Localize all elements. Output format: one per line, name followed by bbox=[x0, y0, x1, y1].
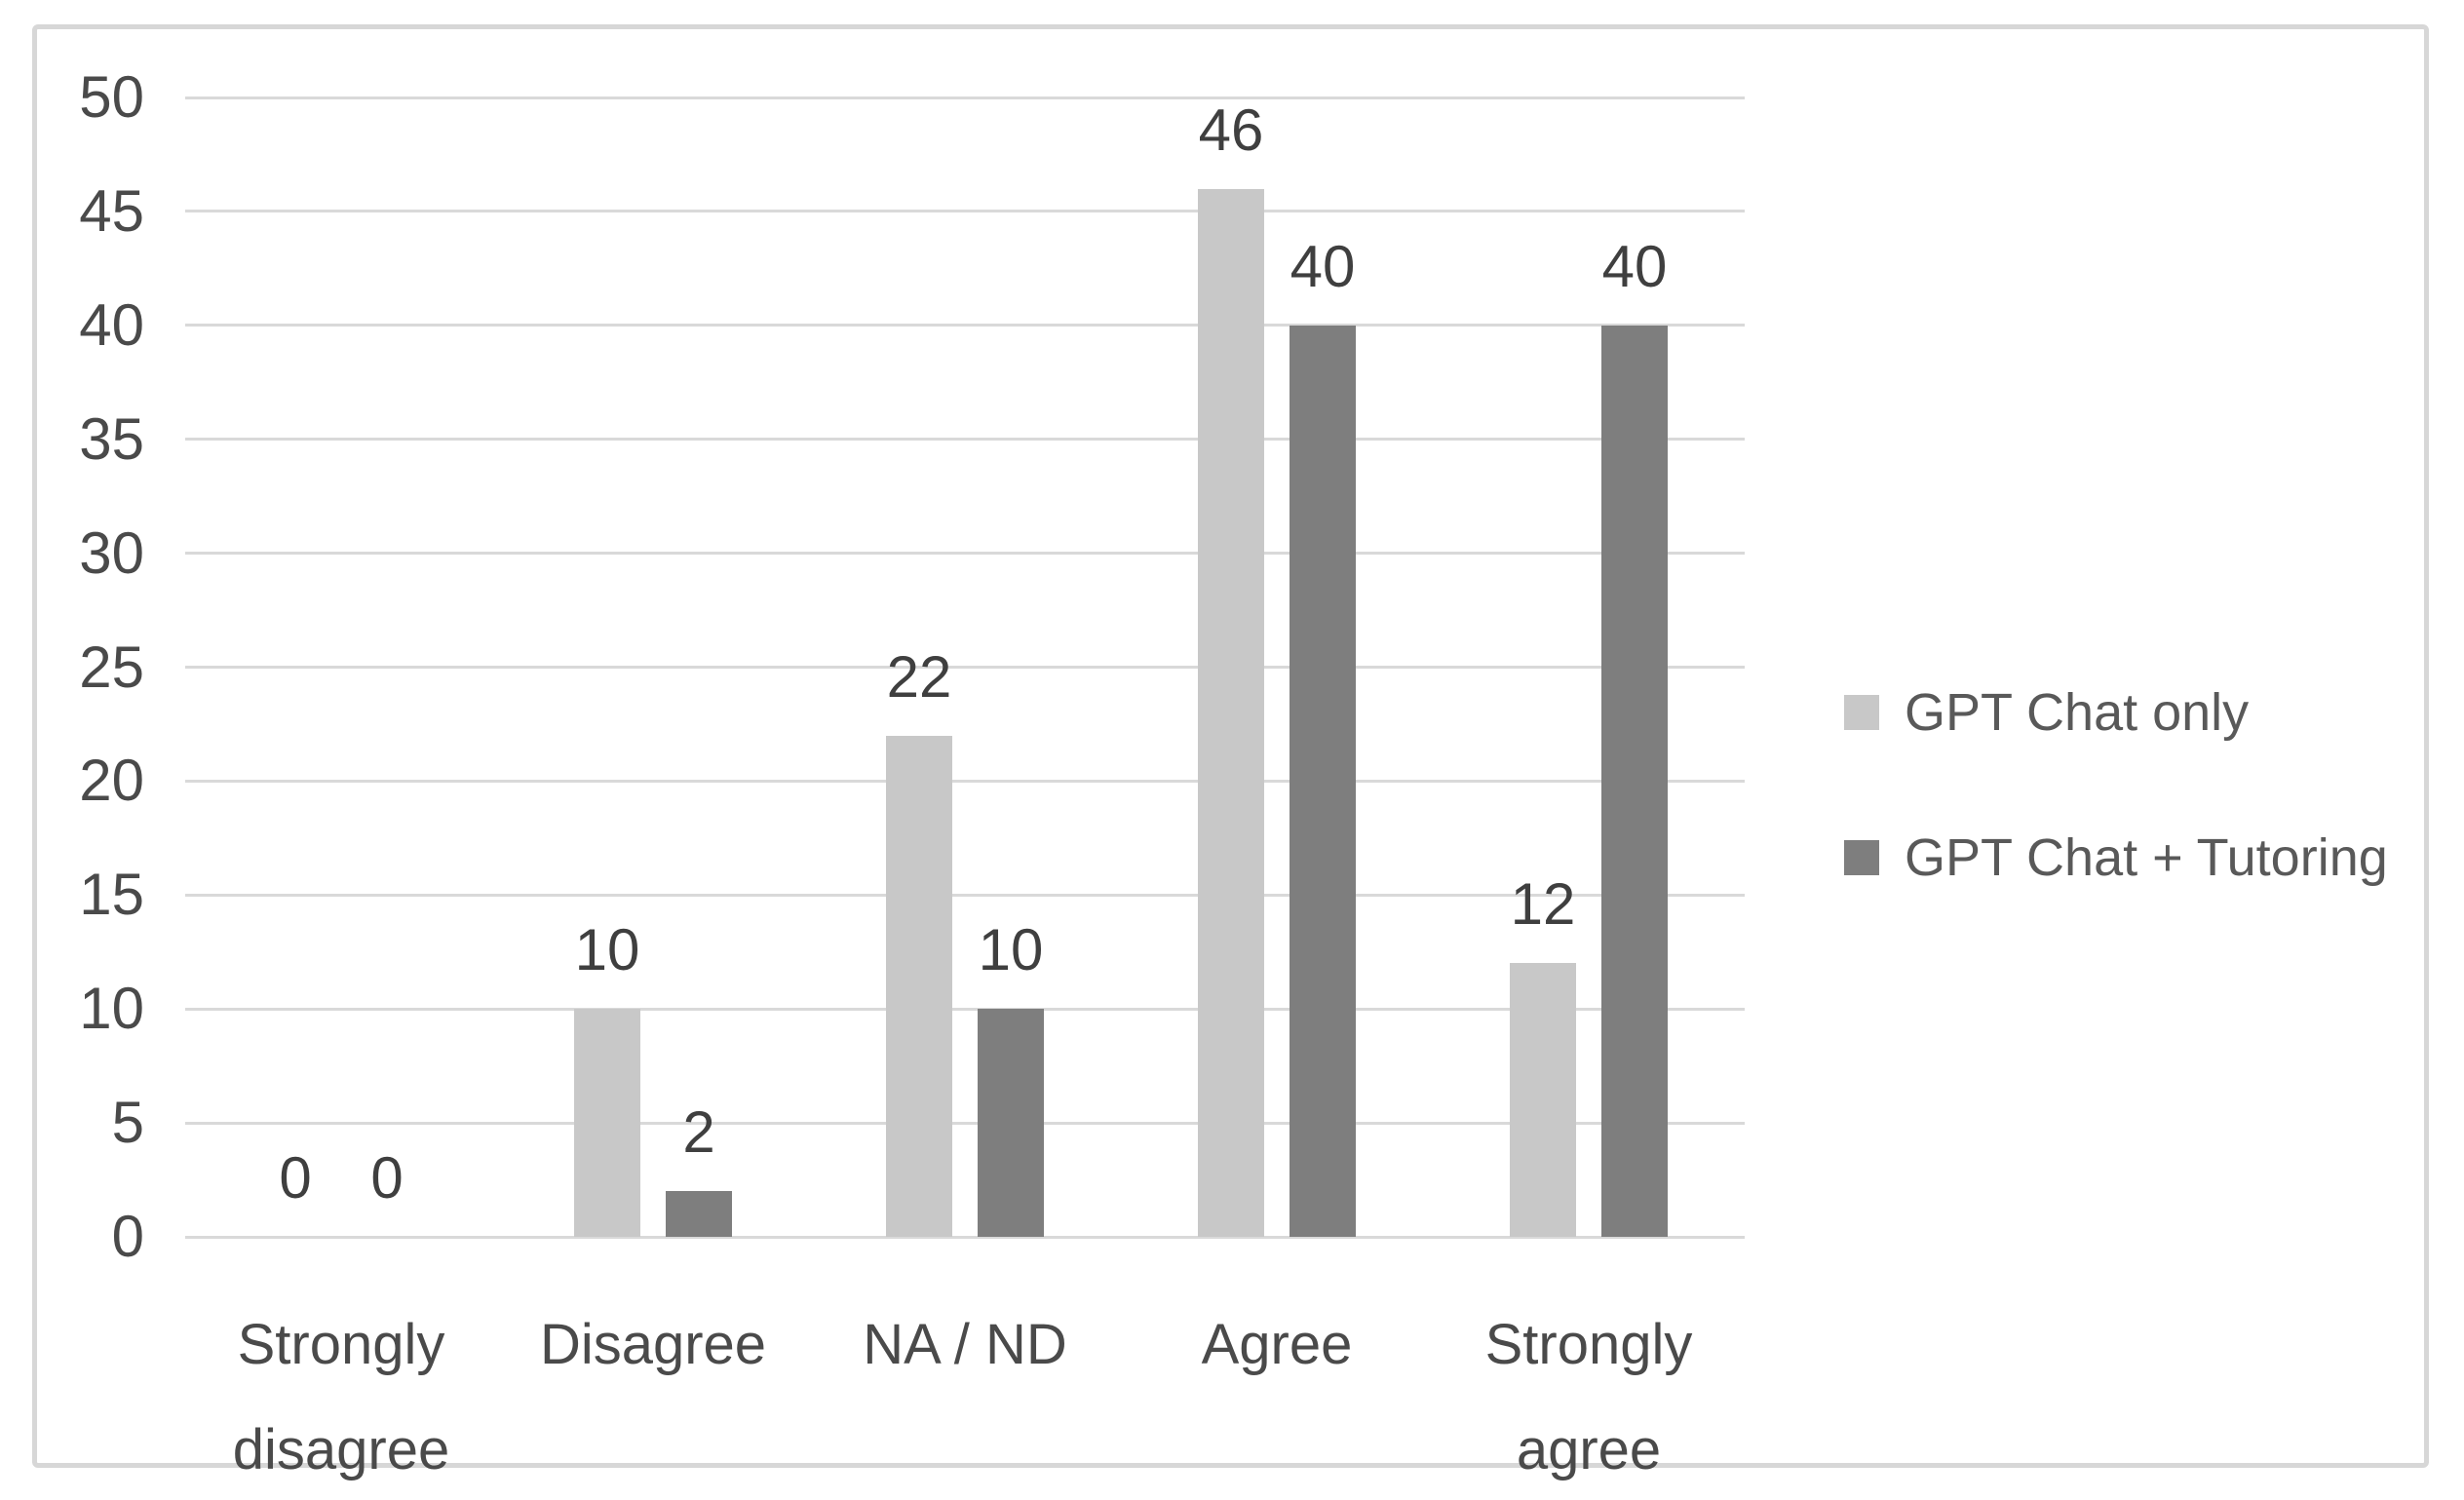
gridline-y-0 bbox=[185, 1235, 1745, 1239]
data-label-gpt-chat-only-strongly-disagree: 0 bbox=[279, 1145, 312, 1211]
legend-item-gpt-chat-only: GPT Chat only bbox=[1844, 682, 2249, 743]
x-category-label-na-nd: NA / ND bbox=[799, 1292, 1131, 1398]
data-label-gpt-chat-only-disagree: 10 bbox=[574, 917, 640, 983]
gridline-y-5 bbox=[185, 1121, 1745, 1125]
x-category-label-agree: Agree bbox=[1111, 1292, 1443, 1398]
data-label-gpt-chat-tutoring-strongly-disagree: 0 bbox=[370, 1145, 404, 1211]
y-tick-label-20: 20 bbox=[79, 748, 144, 814]
legend-swatch-gpt-chat-only bbox=[1844, 695, 1879, 730]
y-tick-label-45: 45 bbox=[79, 177, 144, 244]
data-label-gpt-chat-only-na-nd: 22 bbox=[886, 643, 952, 710]
bar-gpt-chat-only-na-nd bbox=[886, 735, 952, 1237]
bar-gpt-chat-only-disagree bbox=[574, 1009, 640, 1237]
gridline-y-30 bbox=[185, 552, 1745, 556]
x-category-label-line: NA / ND bbox=[863, 1313, 1067, 1376]
gridline-y-20 bbox=[185, 779, 1745, 783]
y-tick-label-5: 5 bbox=[111, 1090, 144, 1156]
bar-gpt-chat-tutoring-disagree bbox=[666, 1191, 732, 1237]
x-category-label-line: Agree bbox=[1201, 1313, 1353, 1376]
data-label-gpt-chat-tutoring-strongly-agree: 40 bbox=[1601, 233, 1668, 299]
y-tick-label-40: 40 bbox=[79, 291, 144, 358]
x-category-label-line: Strongly bbox=[237, 1313, 445, 1376]
gridline-y-35 bbox=[185, 438, 1745, 442]
bar-gpt-chat-tutoring-na-nd bbox=[978, 1009, 1044, 1237]
gridline-y-15 bbox=[185, 893, 1745, 897]
legend-item-gpt-chat-tutoring: GPT Chat + Tutoring bbox=[1844, 827, 2388, 888]
x-category-label-line: Disagree bbox=[539, 1313, 767, 1376]
y-tick-label-35: 35 bbox=[79, 405, 144, 472]
bar-gpt-chat-only-agree bbox=[1198, 188, 1264, 1237]
gridline-y-45 bbox=[185, 210, 1745, 213]
x-category-label-strongly-agree: Strongly agree bbox=[1423, 1292, 1754, 1500]
legend-swatch-gpt-chat-tutoring bbox=[1844, 840, 1879, 875]
x-category-label-line: agree bbox=[1516, 1418, 1662, 1481]
data-label-gpt-chat-tutoring-disagree: 2 bbox=[682, 1099, 715, 1166]
y-tick-label-30: 30 bbox=[79, 519, 144, 586]
x-category-label-disagree: Disagree bbox=[487, 1292, 819, 1398]
legend-label-gpt-chat-tutoring: GPT Chat + Tutoring bbox=[1905, 828, 2388, 887]
gridline-y-50 bbox=[185, 96, 1745, 99]
legend-label-gpt-chat-only: GPT Chat only bbox=[1905, 683, 2250, 742]
data-label-gpt-chat-tutoring-na-nd: 10 bbox=[978, 917, 1044, 983]
gridline-y-25 bbox=[185, 666, 1745, 669]
y-tick-label-0: 0 bbox=[111, 1204, 144, 1269]
data-label-gpt-chat-only-agree: 46 bbox=[1198, 96, 1264, 163]
bar-gpt-chat-tutoring-agree bbox=[1290, 325, 1356, 1237]
y-tick-label-10: 10 bbox=[79, 976, 144, 1042]
y-tick-label-15: 15 bbox=[79, 862, 144, 928]
data-label-gpt-chat-tutoring-agree: 40 bbox=[1290, 233, 1356, 299]
bar-gpt-chat-tutoring-strongly-agree bbox=[1601, 325, 1668, 1237]
bar-gpt-chat-only-strongly-agree bbox=[1510, 963, 1576, 1237]
x-category-label-line: Strongly bbox=[1484, 1313, 1693, 1376]
x-category-label-strongly-disagree: Strongly disagree bbox=[175, 1292, 507, 1500]
x-category-label-line: disagree bbox=[232, 1418, 450, 1481]
data-label-gpt-chat-only-strongly-agree: 12 bbox=[1510, 871, 1576, 938]
y-tick-label-50: 50 bbox=[79, 64, 144, 130]
gridline-y-40 bbox=[185, 324, 1745, 327]
y-tick-label-25: 25 bbox=[79, 634, 144, 700]
gridline-y-10 bbox=[185, 1007, 1745, 1011]
